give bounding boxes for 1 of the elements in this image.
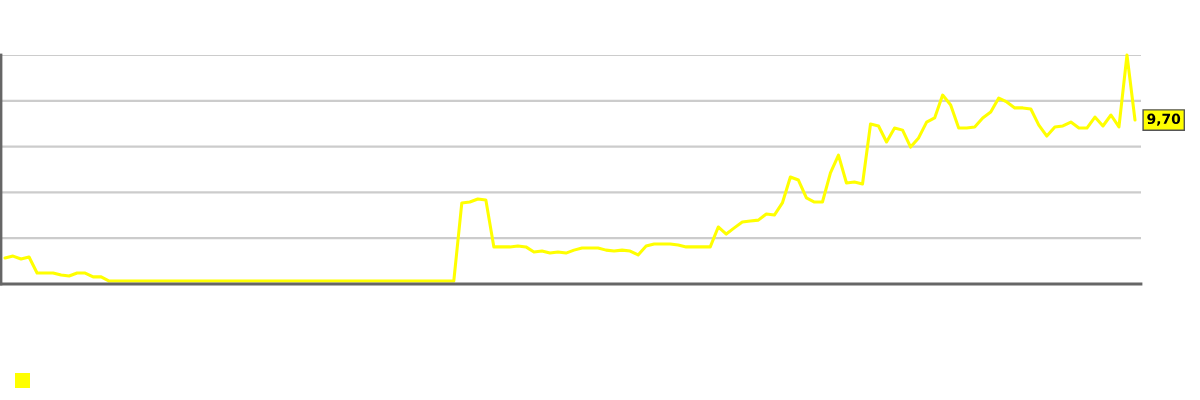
annotation: 9,70 bbox=[1147, 113, 1181, 126]
